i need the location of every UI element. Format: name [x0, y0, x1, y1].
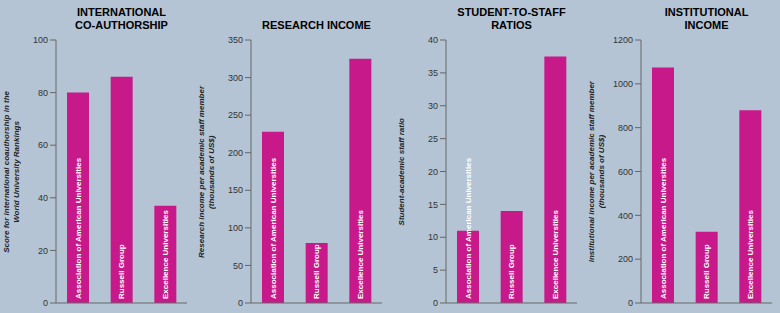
svg-text:10: 10 [428, 232, 438, 242]
svg-text:Russell Group: Russell Group [702, 244, 711, 299]
svg-text:100: 100 [33, 35, 48, 45]
svg-text:60: 60 [38, 140, 48, 150]
svg-text:5: 5 [433, 265, 438, 275]
svg-text:300: 300 [228, 73, 243, 83]
svg-text:20: 20 [428, 167, 438, 177]
svg-text:200: 200 [228, 148, 243, 158]
svg-text:15: 15 [428, 200, 438, 210]
svg-text:600: 600 [618, 167, 633, 177]
svg-text:0: 0 [433, 298, 438, 308]
html-text:Institutional income per acade: Institutional income per academic staff … [587, 80, 606, 263]
svg-text:40: 40 [428, 35, 438, 45]
svg-text:250: 250 [228, 110, 243, 120]
html-text:Research income per academic s: Research income per academic staff membe… [197, 85, 216, 258]
html-text:STUDENT-TO-STAFF RATIOS: STUDENT-TO-STAFF RATIOS [457, 6, 566, 31]
svg-text:0: 0 [238, 298, 243, 308]
svg-text:0: 0 [628, 298, 633, 308]
svg-text:150: 150 [228, 185, 243, 195]
svg-text:30: 30 [428, 101, 438, 111]
svg-text:Russell Group: Russell Group [507, 244, 516, 299]
svg-text:Excellence Universities: Excellence Universities [161, 210, 170, 299]
svg-text:25: 25 [428, 134, 438, 144]
svg-text:0: 0 [43, 298, 48, 308]
svg-text:Association of American Univer: Association of American Universities [464, 157, 473, 299]
svg-text:80: 80 [38, 88, 48, 98]
svg-text:100: 100 [228, 223, 243, 233]
svg-text:1200: 1200 [613, 35, 633, 45]
svg-text:350: 350 [228, 35, 243, 45]
svg-text:20: 20 [38, 246, 48, 256]
html-text:INTERNATIONAL CO-AUTHORSHIP: INTERNATIONAL CO-AUTHORSHIP [75, 6, 168, 31]
svg-text:Association of American Univer: Association of American Universities [659, 157, 668, 299]
svg-text:Russell Group: Russell Group [117, 244, 126, 299]
svg-text:Excellence Universities: Excellence Universities [551, 210, 560, 299]
html-text:Student-academic staff ratio: Student-academic staff ratio [397, 117, 406, 226]
svg-text:1000: 1000 [613, 79, 633, 89]
svg-text:Excellence Universities: Excellence Universities [356, 210, 365, 299]
svg-text:Excellence Universities: Excellence Universities [746, 210, 755, 299]
html-text:INSTITUTIONAL INCOME: INSTITUTIONAL INCOME [664, 6, 749, 31]
html-text:RESEARCH INCOME: RESEARCH INCOME [262, 19, 371, 31]
svg-text:35: 35 [428, 68, 438, 78]
html-text:Score for international coauth: Score for international coauthorship in … [2, 90, 21, 253]
svg-text:50: 50 [233, 261, 243, 271]
svg-text:800: 800 [618, 123, 633, 133]
svg-text:Association of American Univer: Association of American Universities [269, 157, 278, 299]
svg-text:Association of American Univer: Association of American Universities [74, 157, 83, 299]
svg-text:Russell Group: Russell Group [312, 244, 321, 299]
svg-text:200: 200 [618, 254, 633, 264]
svg-text:40: 40 [38, 193, 48, 203]
svg-text:400: 400 [618, 211, 633, 221]
